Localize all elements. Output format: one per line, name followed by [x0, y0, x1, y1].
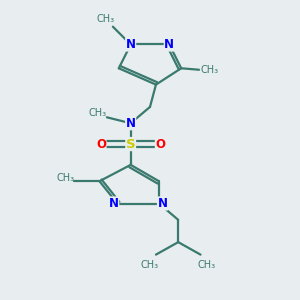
Text: N: N	[126, 38, 136, 51]
Text: S: S	[126, 138, 136, 151]
Text: CH₃: CH₃	[141, 260, 159, 270]
Text: O: O	[155, 138, 165, 151]
Text: CH₃: CH₃	[89, 108, 107, 118]
Text: CH₃: CH₃	[56, 173, 74, 183]
Text: N: N	[158, 197, 167, 210]
Text: O: O	[96, 138, 106, 151]
Text: N: N	[109, 197, 119, 210]
Text: CH₃: CH₃	[200, 65, 218, 75]
Text: CH₃: CH₃	[197, 260, 215, 270]
Text: N: N	[126, 117, 136, 130]
Text: CH₃: CH₃	[96, 14, 115, 24]
Text: N: N	[164, 38, 174, 51]
